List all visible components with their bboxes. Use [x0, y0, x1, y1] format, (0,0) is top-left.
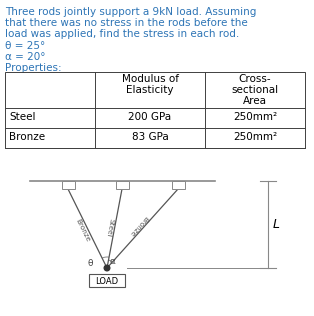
Text: 250mm²: 250mm²: [233, 132, 277, 142]
Text: α = 20°: α = 20°: [5, 52, 46, 62]
Text: 83 GPa: 83 GPa: [132, 132, 168, 142]
Bar: [89, 274, 125, 287]
Text: Modulus of: Modulus of: [122, 74, 178, 84]
Text: α: α: [110, 258, 116, 266]
Bar: [116, 181, 128, 189]
Text: Cross-: Cross-: [239, 74, 271, 84]
Text: θ = 25°: θ = 25°: [5, 41, 45, 51]
Text: θ: θ: [87, 259, 93, 269]
Text: sectional: sectional: [231, 85, 279, 95]
Bar: [5, 72, 305, 148]
Text: Properties:: Properties:: [5, 63, 62, 73]
Text: Steel: Steel: [105, 218, 114, 237]
Text: Bronze: Bronze: [9, 132, 45, 142]
Text: Three rods jointly support a 9kN load. Assuming: Three rods jointly support a 9kN load. A…: [5, 7, 256, 17]
Text: Bronze: Bronze: [128, 214, 149, 236]
Text: 250mm²: 250mm²: [233, 112, 277, 122]
Text: load was applied, find the stress in each rod.: load was applied, find the stress in eac…: [5, 29, 239, 39]
Text: LOAD: LOAD: [95, 277, 119, 286]
Text: Bronze: Bronze: [75, 218, 91, 243]
Circle shape: [104, 265, 110, 271]
Text: Area: Area: [243, 96, 267, 106]
Text: 200 GPa: 200 GPa: [128, 112, 171, 122]
Text: L: L: [273, 218, 280, 231]
Bar: [171, 181, 185, 189]
Text: that there was no stress in the rods before the: that there was no stress in the rods bef…: [5, 18, 248, 28]
Text: Elasticity: Elasticity: [126, 85, 174, 95]
Bar: [62, 181, 74, 189]
Text: Steel: Steel: [9, 112, 35, 122]
